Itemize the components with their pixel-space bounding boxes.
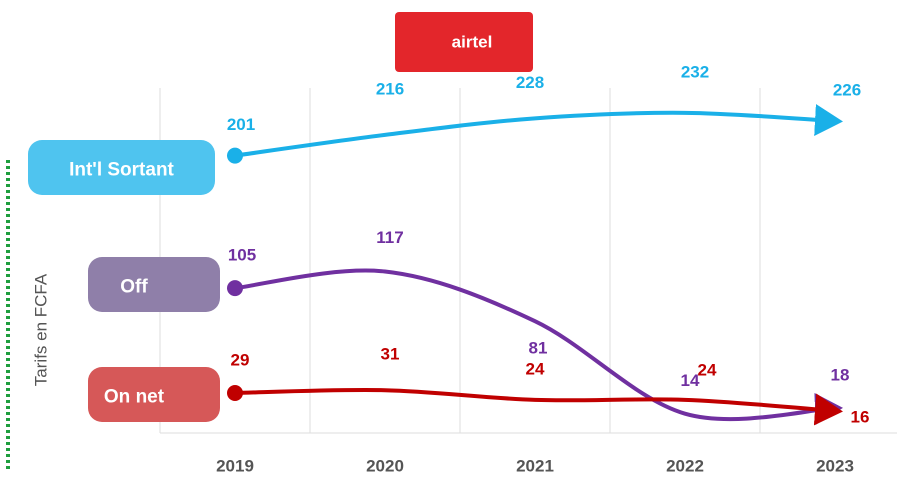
legend-box	[28, 140, 215, 195]
start-dot	[227, 384, 243, 401]
data-label: 29	[231, 350, 250, 369]
data-label: 31	[381, 345, 400, 364]
data-label: 16	[851, 407, 870, 426]
data-label: 226	[833, 81, 861, 100]
series-line	[234, 387, 843, 426]
data-label: 216	[376, 79, 404, 98]
logo: airtel	[452, 32, 493, 51]
data-label: 232	[681, 62, 709, 81]
legend-box	[88, 257, 220, 312]
data-label: 14	[681, 371, 700, 390]
y-axis-label: Tarifs en FCFA	[31, 273, 50, 386]
data-label: 24	[526, 359, 545, 378]
data-label: 18	[831, 366, 850, 385]
x-tick-label: 2019	[216, 456, 254, 475]
data-label: 228	[516, 73, 544, 92]
start-dot	[227, 147, 243, 164]
legend-label: On net	[104, 387, 165, 408]
legend-label: Off	[120, 277, 148, 298]
data-label: 117	[376, 228, 403, 247]
start-dot	[227, 280, 243, 297]
series-line	[234, 268, 843, 425]
data-label: 81	[529, 339, 548, 358]
data-label: 201	[227, 115, 255, 134]
logo-box	[395, 12, 533, 72]
series-line	[234, 104, 843, 158]
x-tick-label: 2023	[816, 456, 854, 475]
x-tick-label: 2021	[516, 456, 554, 475]
x-tick-label: 2022	[666, 456, 704, 475]
data-label: 105	[228, 246, 256, 265]
x-tick-label: 2020	[366, 456, 404, 475]
legend-box	[88, 367, 220, 422]
legend-label: Int'l Sortant	[69, 160, 174, 181]
data-label: 24	[698, 360, 717, 379]
